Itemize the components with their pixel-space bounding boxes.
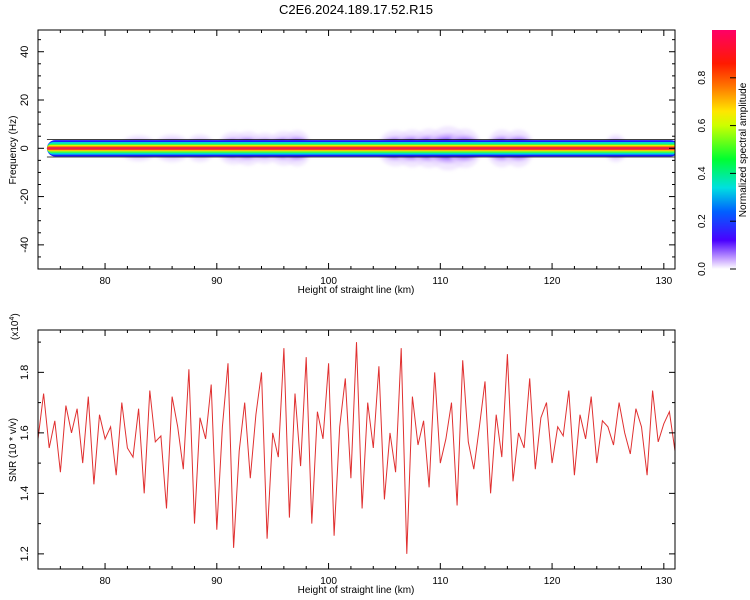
spectrogram-panel: 80 90 100 110 120 130 40 20 0 -20 -40 Height of st… — [8, 29, 676, 296]
spectrogram-xtick-label-3: 110 — [432, 276, 448, 287]
colorbar-tick-label-4: 0.8 — [697, 70, 708, 84]
colorbar-tick-label-3: 0.6 — [697, 118, 708, 132]
snr-y-multiplier: (x104) — [9, 313, 21, 340]
figure-title: C2E6.2024.189.17.52.R15 — [279, 2, 433, 17]
snr-series-line — [38, 342, 675, 554]
spectrogram-ytick-label-0: 40 — [19, 46, 31, 58]
spectrogram-xtick-label-4: 120 — [544, 276, 561, 287]
spectrogram-axes: 80 90 100 110 120 130 40 20 0 -20 -40 — [19, 30, 675, 287]
snr-xtick-label-0: 80 — [99, 576, 111, 587]
spectrogram-xtick-label-5: 130 — [655, 276, 672, 287]
spectrogram-ytick-label-1: 20 — [19, 94, 31, 106]
spectrogram-xtick-label-2: 100 — [320, 276, 337, 287]
spectrogram-xtick-label-1: 90 — [211, 276, 223, 287]
colorbar-label: Normalized spectral amplitude — [738, 82, 749, 217]
colorbar: 0.0 0.2 0.4 0.6 0.8 Normalized spectral ampl… — [697, 30, 749, 276]
spectrogram-marks — [46, 126, 675, 171]
snr-frame — [37, 329, 676, 570]
spectrogram-ytick-label-2: 0 — [19, 145, 31, 151]
snr-y-multiplier-exponent: 4 — [9, 317, 16, 321]
spectrogram-xlabel: Height of straight line (km) — [298, 285, 415, 296]
snr-ylabel: SNR (10 * v/v) — [8, 418, 19, 482]
snr-panel: 80 90 100 110 120 130 1.2 1.4 1.6 1.8 Height of s… — [8, 313, 676, 596]
spectrogram-ridge-band-5 — [46, 147, 675, 150]
colorbar-tick-label-1: 0.2 — [697, 214, 708, 228]
snr-xtick-label-4: 120 — [544, 576, 561, 587]
spectrogram-ridge — [46, 139, 675, 158]
snr-marks — [38, 342, 675, 554]
spectrogram-ylabel: Frequency (Hz) — [8, 116, 19, 185]
spectrogram-frame — [37, 29, 676, 270]
colorbar-tick-label-0: 0.0 — [697, 262, 708, 276]
snr-ytick-label-2: 1.6 — [19, 425, 31, 440]
snr-xtick-label-1: 90 — [211, 576, 223, 587]
spectrogram-ytick-label-4: -40 — [19, 237, 31, 253]
snr-xlabel: Height of straight line (km) — [298, 585, 415, 596]
snr-xtick-label-3: 110 — [432, 576, 448, 587]
colorbar-ticks: 0.0 0.2 0.4 0.6 0.8 — [697, 70, 736, 276]
snr-xtick-label-5: 130 — [655, 576, 672, 587]
colorbar-bar — [712, 30, 736, 269]
snr-ytick-label-3: 1.8 — [19, 365, 31, 380]
spectrogram-xtick-label-0: 80 — [99, 276, 111, 287]
snr-ytick-label-0: 1.2 — [19, 546, 31, 561]
colorbar-tick-label-2: 0.4 — [697, 166, 708, 180]
snr-xtick-label-2: 100 — [320, 576, 337, 587]
spectrogram-ytick-label-3: -20 — [19, 189, 31, 205]
snr-axes: 80 90 100 110 120 130 1.2 1.4 1.6 1.8 — [19, 330, 675, 587]
snr-ytick-label-1: 1.4 — [19, 486, 31, 501]
